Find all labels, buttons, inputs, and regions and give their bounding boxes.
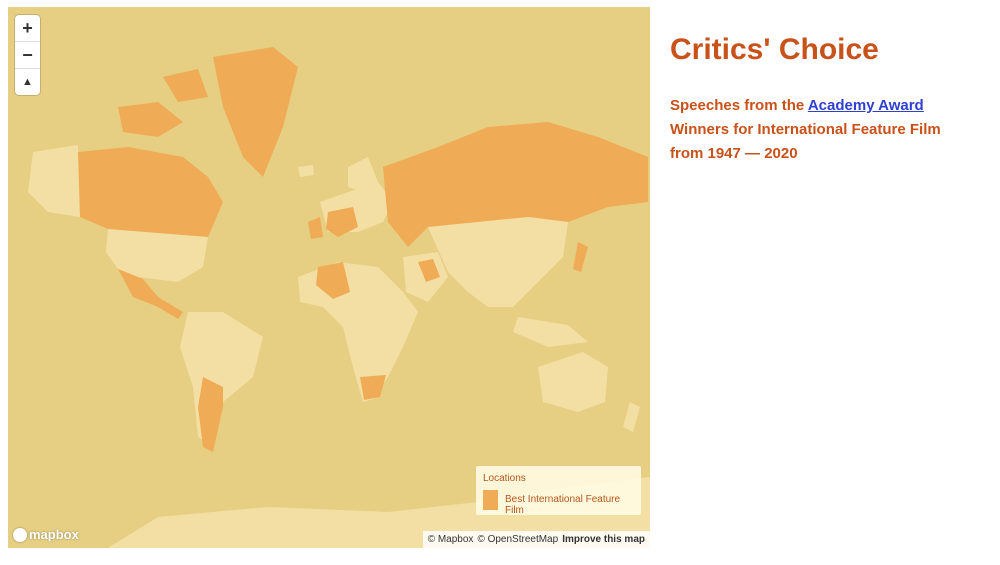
mapbox-attribution-link[interactable]: © Mapbox bbox=[427, 534, 474, 545]
intro-before: Speeches from the bbox=[670, 97, 808, 114]
zoom-out-button[interactable]: − bbox=[15, 42, 40, 69]
world-map[interactable] bbox=[8, 7, 650, 548]
map[interactable]: + − ▲ Locations Best International Featu… bbox=[8, 7, 650, 548]
map-legend: Locations Best International Feature Fil… bbox=[476, 466, 641, 516]
mapbox-logo-text: mapbox bbox=[29, 527, 79, 542]
legend-swatch bbox=[483, 490, 498, 510]
intro-after: Winners for International Feature Film f… bbox=[670, 121, 941, 162]
intro-text: Speeches from the Academy Award Winners … bbox=[670, 94, 970, 166]
legend-item-label: Best International Feature Film bbox=[505, 494, 621, 516]
map-attribution: © Mapbox © OpenStreetMap Improve this ma… bbox=[422, 531, 650, 548]
sidebar: Critics' Choice Speeches from the Academ… bbox=[670, 32, 970, 166]
academy-award-link[interactable]: Academy Award bbox=[807, 97, 924, 114]
legend-title: Locations bbox=[483, 473, 526, 484]
mapbox-logo[interactable]: mapbox bbox=[13, 527, 79, 542]
osm-attribution-link[interactable]: © OpenStreetMap bbox=[477, 534, 559, 545]
improve-map-link[interactable]: Improve this map bbox=[562, 534, 645, 545]
page-title: Critics' Choice bbox=[670, 33, 879, 66]
zoom-control: + − ▲ bbox=[15, 15, 40, 95]
mapbox-logo-icon bbox=[13, 527, 27, 542]
zoom-in-button[interactable]: + bbox=[15, 15, 40, 42]
compass-button[interactable]: ▲ bbox=[22, 76, 33, 88]
